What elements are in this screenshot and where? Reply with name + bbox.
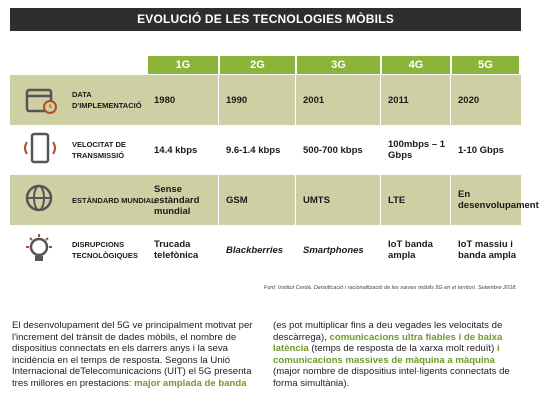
- row-label: DATA D'IMPLEMENTACIÓ: [72, 90, 142, 110]
- cell: IoT massiu i banda ampla: [458, 239, 517, 261]
- separator: [380, 75, 381, 125]
- table-row: ESTÀNDARD MUNDIAL Sense estàndard mundial…: [10, 175, 539, 225]
- separator: [295, 225, 296, 275]
- separator: [295, 75, 296, 125]
- separator: [450, 75, 451, 125]
- cell: LTE: [388, 194, 406, 206]
- cell: GSM: [226, 194, 248, 206]
- separator: [450, 175, 451, 225]
- text: El desenvolupament del 5G ve principalme…: [12, 320, 253, 389]
- row-label: ESTÀNDARD MUNDIAL: [72, 195, 156, 205]
- row-label: DISRUPCIONS TECNOLÒGIQUES: [72, 240, 138, 260]
- title: EVOLUCIÓ DE LES TECNOLOGIES MÒBILS: [10, 8, 521, 31]
- table-row: VELOCITAT DE TRANSMISSIÓ 14.4 kbps 9.6-1.4…: [10, 125, 521, 175]
- cell: 9.6-1.4 kbps: [226, 144, 281, 156]
- separator: [380, 125, 381, 175]
- calendar-icon: [25, 88, 57, 114]
- column-header: 1G: [148, 56, 218, 74]
- text: (es pot multiplicar fins a deu vegades l…: [273, 320, 503, 343]
- text: (major nombre de dispositius intel·ligen…: [273, 366, 510, 389]
- separator: [380, 225, 381, 275]
- cell: 2011: [388, 94, 409, 106]
- column-header: 4G: [382, 56, 450, 74]
- separator: [218, 125, 219, 175]
- bulb-icon: [26, 234, 52, 261]
- paragraph: El desenvolupament del 5G ve principalme…: [12, 320, 522, 400]
- column-header: 5G: [452, 56, 519, 74]
- cell: En desenvolupament: [458, 189, 539, 211]
- table-row: DATA D'IMPLEMENTACIÓ 1980 1990 2001 2011 2020: [10, 75, 521, 125]
- table-row: DISRUPCIONS TECNOLÒGIQUES Trucada telefòn…: [10, 225, 521, 275]
- highlight: comunicacions ultra fiables i de baixa l…: [273, 331, 503, 355]
- cell: UMTS: [303, 194, 330, 206]
- cell: 2001: [303, 94, 325, 106]
- source: Font: Institut Cerdà. Densificació i rac…: [263, 285, 517, 291]
- cell: Smartphones: [303, 244, 364, 256]
- separator: [380, 175, 381, 225]
- text: (temps de resposta de la xarxa molt redu…: [308, 343, 497, 355]
- separator: [295, 125, 296, 175]
- cell: IoT banda ampla: [388, 239, 433, 261]
- cell: Trucada telefònica: [154, 239, 199, 261]
- globe-icon: [25, 184, 53, 212]
- cell: 1-10 Gbps: [458, 144, 504, 156]
- separator: [450, 125, 451, 175]
- separator: [218, 75, 219, 125]
- row-label: VELOCITAT DE TRANSMISSIÓ: [72, 140, 126, 160]
- cell: Blackberries: [226, 244, 284, 256]
- phone-icon: [24, 132, 56, 164]
- column-header: 3G: [297, 56, 380, 74]
- separator: [218, 225, 219, 275]
- cell: 1980: [154, 94, 176, 106]
- cell: 1990: [226, 94, 248, 106]
- highlight: i comunicacions massives de màquina a mà…: [273, 343, 500, 366]
- highlight: major amplada de banda: [134, 377, 247, 389]
- separator: [218, 175, 219, 225]
- cell: 2020: [458, 94, 480, 106]
- cell: 14.4 kbps: [154, 144, 198, 156]
- cell: Sense estàndard mundial: [154, 183, 200, 217]
- column-header: 2G: [220, 56, 295, 74]
- cell: 100mbps – 1 Gbps: [388, 139, 446, 161]
- cell: 500-700 kbps: [303, 144, 363, 156]
- separator: [295, 175, 296, 225]
- separator: [450, 225, 451, 275]
